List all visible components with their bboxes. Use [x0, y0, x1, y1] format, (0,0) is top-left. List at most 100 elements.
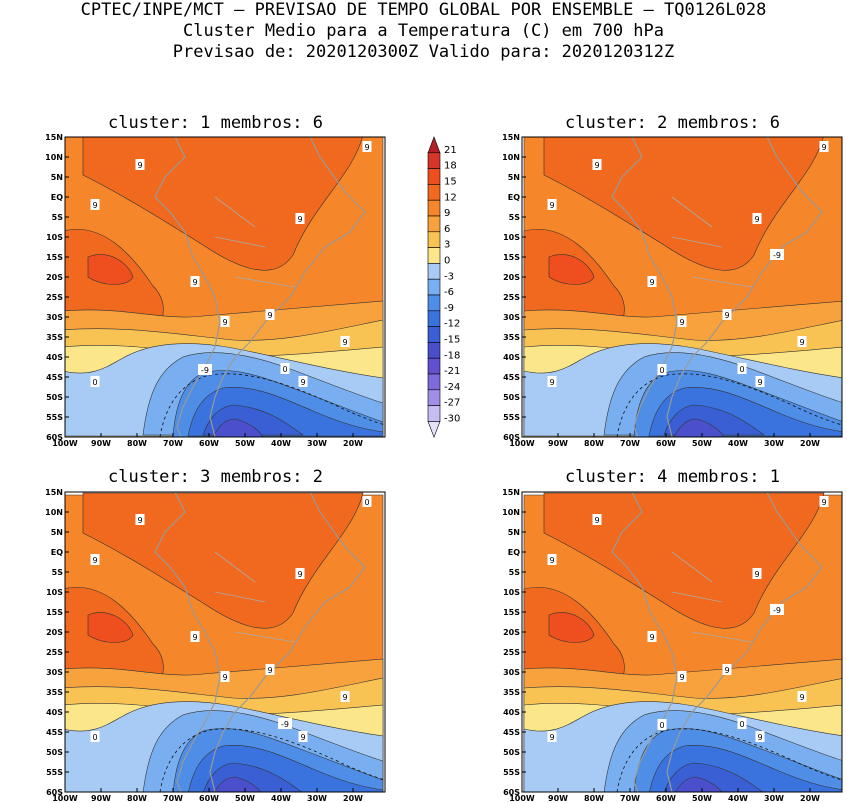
colorbar-label: -30: [444, 414, 460, 425]
contour-label: 9: [821, 498, 826, 507]
lon-tick-label: 20W: [343, 794, 363, 803]
contour-label-box: [752, 568, 762, 579]
lat-tick-label: 20S: [503, 273, 520, 282]
lat-tick-label: 20S: [46, 628, 63, 637]
contour-label: -9: [773, 606, 781, 615]
contour-label: 0: [739, 720, 744, 729]
colorbar-label: 3: [444, 240, 450, 251]
country-borders: [214, 551, 296, 643]
contour-label-box: [592, 159, 602, 170]
lon-tick-label: 70W: [163, 794, 183, 803]
isoline-dashed: [159, 728, 385, 792]
contour-label: 9: [754, 215, 759, 224]
contour-label: 9: [549, 733, 554, 742]
contour-label: 9: [222, 318, 227, 327]
coastline: [154, 492, 366, 792]
lat-tick-label: 5S: [509, 213, 521, 222]
country-borders: [671, 196, 753, 288]
contour-label-box: [278, 718, 292, 729]
contour-label: 9: [649, 278, 654, 287]
contour-label-box: [547, 731, 557, 742]
lon-tick-label: 30W: [307, 439, 327, 448]
temperature-band: [214, 776, 262, 792]
coastline: [154, 137, 366, 437]
temperature-band: [548, 612, 595, 643]
lon-tick-label: 100W: [52, 794, 78, 803]
contour-label-box: [797, 691, 807, 702]
contour-label-box: [90, 554, 100, 565]
colorbar-segment: [427, 168, 441, 185]
lat-tick-label: 40S: [503, 353, 520, 362]
lon-tick-label: 100W: [52, 439, 78, 448]
colorbar-label: -18: [444, 350, 460, 361]
colorbar-segment: [427, 389, 441, 406]
contour-label-box: [190, 276, 200, 287]
contour-label-box: [295, 213, 305, 224]
contour-label: 0: [739, 365, 744, 374]
lat-tick-label: 5N: [508, 528, 520, 537]
contour-label-box: [135, 514, 145, 525]
contour-label-box: [340, 336, 350, 347]
lat-tick-label: 5N: [51, 173, 63, 182]
coastline: [611, 137, 823, 437]
lat-tick-label: 10S: [503, 588, 520, 597]
colorbar-label: -21: [444, 366, 460, 377]
chart-title-line-1: CPTEC/INPE/MCT – PREVISAO DE TEMPO GLOBA…: [80, 0, 767, 20]
lat-tick-label: 60S: [503, 433, 520, 442]
contour-label: 0: [282, 365, 287, 374]
lat-tick-label: 35S: [503, 333, 520, 342]
contour-label: 9: [222, 673, 227, 682]
contour-label-box: [547, 554, 557, 565]
lat-tick-label: 55S: [503, 413, 520, 422]
map-panel-2: 9 9 9 9 9 9 9 9 9 9 0 0 -9 15N 10N 5N EQ 5S 10S 15S 20S 25S 30…: [502, 133, 843, 448]
map-frame: [64, 491, 386, 793]
contour-label: 0: [659, 721, 664, 730]
lat-tick-label: 60S: [503, 788, 520, 797]
contour-label-box: [755, 731, 765, 742]
colorbar-segment: [427, 310, 441, 327]
colorbar-segment: [427, 247, 441, 264]
contour-label: 9: [297, 570, 302, 579]
temperature-band: [212, 418, 264, 437]
contour-label-box: [90, 731, 100, 742]
colorbar-arrow-top: [427, 136, 441, 154]
contour-label: 9: [821, 143, 826, 152]
contour-label: 9: [92, 556, 97, 565]
contour-label-box: [265, 664, 275, 675]
colorbar-segment: [427, 199, 441, 217]
lon-tick-label: 40W: [271, 794, 291, 803]
contour-label-box: [797, 336, 807, 347]
lat-tick-label: 15N: [502, 133, 520, 142]
lat-tick-label: 40S: [46, 353, 63, 362]
contour-label: 9: [679, 318, 684, 327]
lon-tick-label: 30W: [764, 439, 784, 448]
lon-tick-label: 20W: [800, 794, 820, 803]
temperature-band: [82, 137, 363, 271]
country-borders: [214, 196, 296, 288]
colorbar-segment: [427, 152, 441, 169]
lon-tick-label: 70W: [620, 439, 640, 448]
lat-tick-label: 15S: [46, 253, 63, 262]
contour-label-box: [819, 141, 829, 152]
lat-tick-label: 45S: [503, 373, 520, 382]
colorbar-label: 0: [444, 256, 450, 267]
colorbar-label: 21: [444, 145, 457, 156]
contour-label-box: [190, 631, 200, 642]
lat-tick-label: 5N: [508, 173, 520, 182]
colorbar-segment: [427, 215, 441, 233]
lat-tick-label: 10S: [46, 233, 63, 242]
contour-label-box: [265, 309, 275, 320]
contour-label: 9: [267, 311, 272, 320]
lon-tick-label: 90W: [91, 439, 111, 448]
contour-label: 9: [300, 378, 305, 387]
contour-label: 9: [724, 311, 729, 320]
lat-tick-label: 10N: [45, 153, 63, 162]
contour-label-box: [547, 199, 557, 210]
contour-label: 9: [549, 556, 554, 565]
contour-label: 9: [297, 215, 302, 224]
contour-label: 9: [92, 201, 97, 210]
isoline-dashed: [159, 373, 385, 437]
lat-tick-label: 55S: [503, 768, 520, 777]
map-panel-plot: [523, 492, 842, 792]
lat-tick-label: 40S: [503, 708, 520, 717]
